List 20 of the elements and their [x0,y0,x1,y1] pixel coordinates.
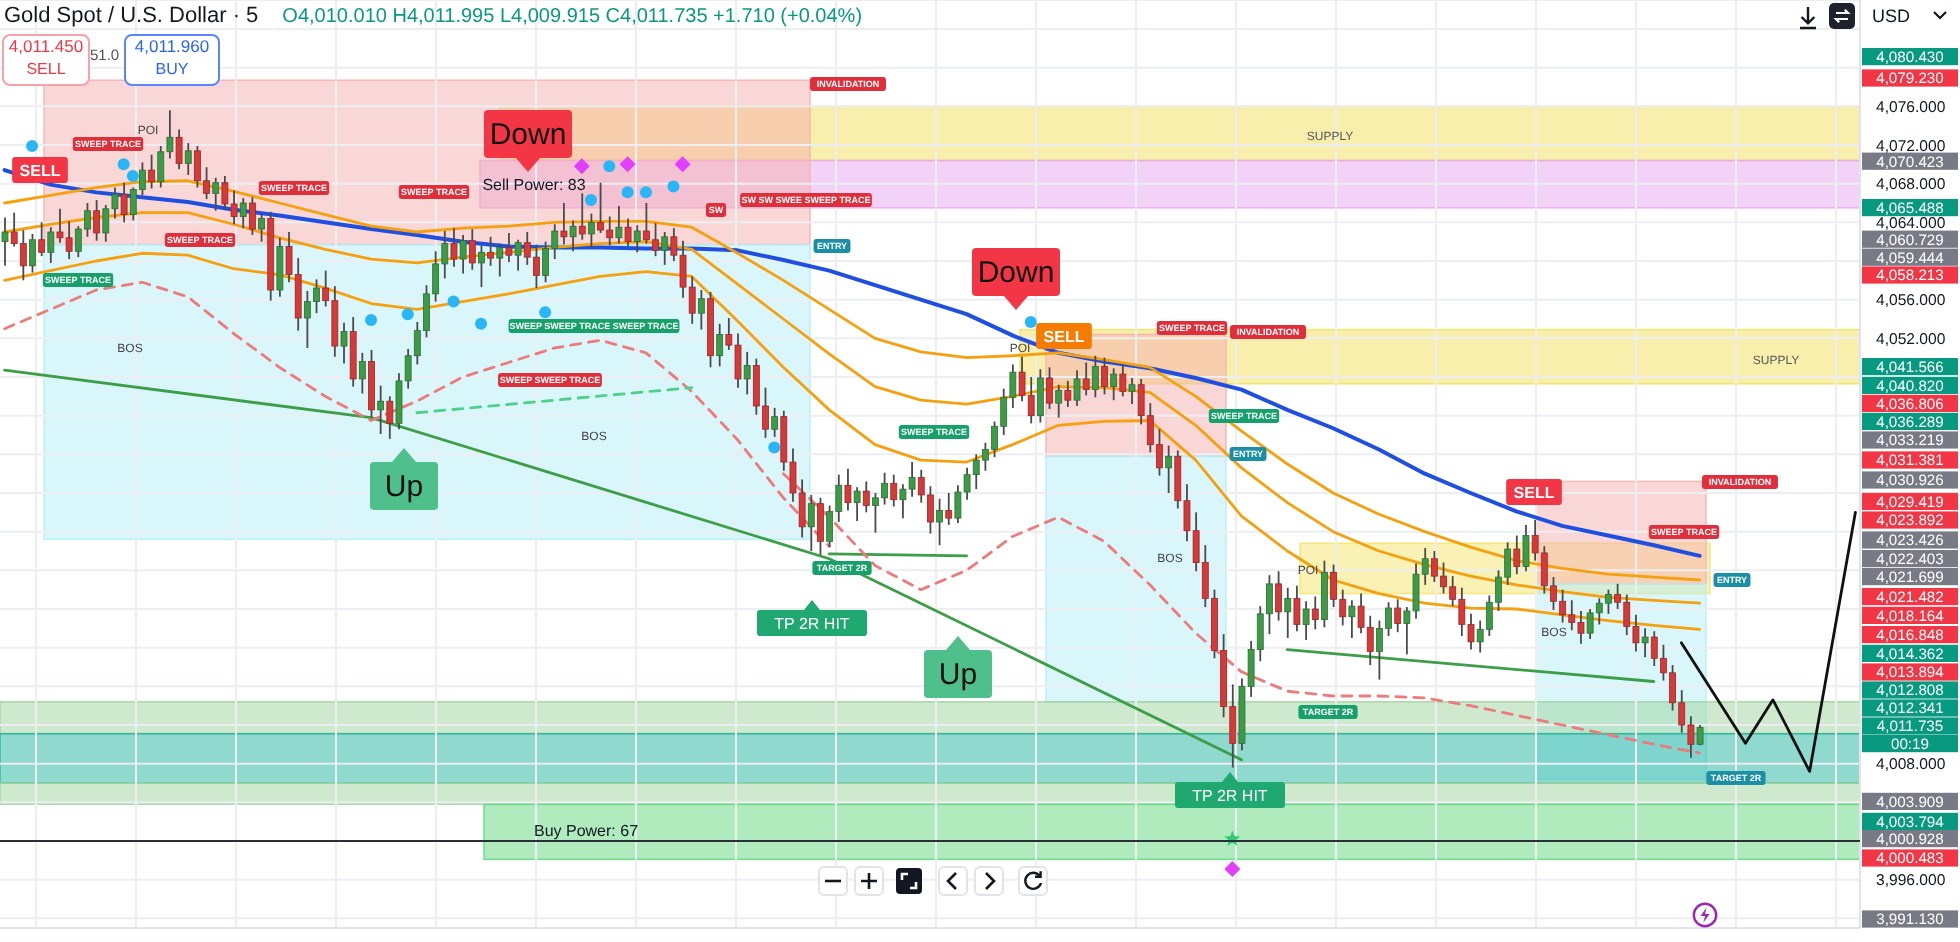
annotation: SELL [24,58,68,80]
y-axis-title: USD [1872,6,1911,26]
chart-subtitle: O4,010.010 H4,011.995 L4,009.915 C4,011.735 +1.710 (+0.04%) [282,6,863,28]
annotation: TP 2R HIT [774,614,850,633]
annotation: Down [977,256,1055,290]
chart-title: Gold Spot / U.S. Dollar · 5 [4,4,259,28]
annotation: SELL [1043,327,1085,346]
band-label: Sell Power: 83 [482,175,587,194]
annotation: BUY [153,58,191,80]
annotation: SELL [1513,483,1555,502]
annotation: Up [938,658,978,692]
annotation: Up [384,470,424,504]
annotation: TP 2R HIT [1192,786,1268,805]
annotation: 4,011.960 [132,36,212,58]
annotation: 4,011.450 [6,36,86,58]
band-label: Buy Power: 67 [533,821,640,840]
buy-button: 4,011.960 BUY [124,34,220,86]
annotation: SELL [19,161,61,180]
annotation: Down [489,118,567,152]
sell-button: 4,011.450 SELL [2,34,90,86]
